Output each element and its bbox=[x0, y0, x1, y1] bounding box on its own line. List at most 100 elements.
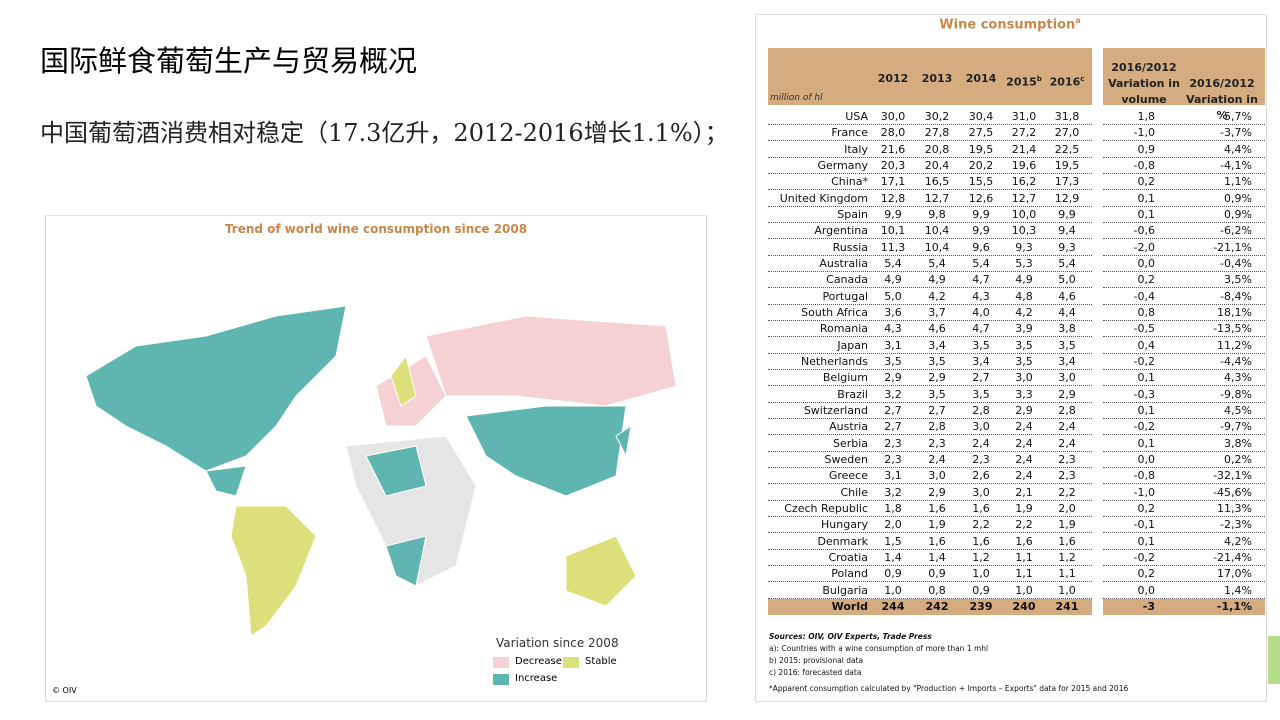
value-cell: 11,3 bbox=[880, 240, 906, 254]
slide-title: 国际鲜食葡萄生产与贸易概况 bbox=[40, 44, 418, 78]
row-line bbox=[768, 287, 1092, 289]
row-line bbox=[768, 336, 1092, 338]
legend-title: Variation since 2008 bbox=[496, 636, 619, 650]
value-cell: 9,3 bbox=[1015, 240, 1033, 254]
variation-cell: -1,1% bbox=[1216, 599, 1252, 613]
country: USA bbox=[845, 110, 868, 123]
row-line bbox=[768, 385, 1092, 387]
value-cell: 21,6 bbox=[880, 142, 906, 156]
variation-cell: 1,1% bbox=[1224, 175, 1252, 189]
row-line bbox=[1103, 434, 1265, 436]
country: Canada bbox=[826, 273, 868, 287]
column-header: 2013 bbox=[917, 72, 957, 86]
value-cell: 2,7 bbox=[884, 420, 902, 434]
column-year: 2014 bbox=[965, 72, 997, 85]
variation-cell: -8,4% bbox=[1220, 289, 1252, 303]
value-cell: 20,3 bbox=[880, 158, 906, 172]
country: Portugal bbox=[822, 289, 868, 303]
row-line bbox=[1103, 189, 1265, 191]
central-america bbox=[205, 465, 247, 497]
value-cell: 3,2 bbox=[884, 485, 902, 499]
value-cell: 9,9 bbox=[1058, 207, 1076, 221]
column-header: 2014 bbox=[961, 72, 1001, 86]
value-cell: 5,3 bbox=[1015, 256, 1033, 270]
value-cell: 12,6 bbox=[968, 191, 994, 205]
value-cell: 27,2 bbox=[1011, 126, 1037, 140]
row-line bbox=[768, 564, 1092, 566]
legend-swatch bbox=[563, 657, 579, 668]
value-cell: 3,4 bbox=[972, 354, 990, 368]
value-cell: 12,7 bbox=[1011, 191, 1037, 205]
value-cell: 9,8 bbox=[928, 207, 946, 221]
value-cell: 1,1 bbox=[1015, 550, 1033, 564]
value-cell: 4,4 bbox=[1058, 305, 1076, 319]
value-cell: 9,6 bbox=[972, 240, 990, 254]
value-cell: 2,7 bbox=[884, 403, 902, 417]
value-cell: 3,0 bbox=[1058, 371, 1076, 385]
variation-cell: 0,8 bbox=[1137, 305, 1156, 319]
value-cell: 20,4 bbox=[924, 158, 950, 172]
variation-cell: 0,2 bbox=[1137, 273, 1156, 287]
column-header: 2015b bbox=[1004, 72, 1044, 90]
variation-cell: -13,5% bbox=[1213, 322, 1252, 336]
value-cell: 19,5 bbox=[968, 142, 994, 156]
row-line bbox=[768, 189, 1092, 191]
variation-cell: 3,5% bbox=[1224, 273, 1252, 287]
row-line bbox=[768, 597, 1092, 599]
row-line bbox=[1103, 140, 1265, 142]
value-cell: 3,5 bbox=[1058, 338, 1076, 352]
value-cell: 2,1 bbox=[1015, 485, 1033, 499]
value-cell: 2,0 bbox=[884, 518, 902, 532]
row-line bbox=[768, 205, 1092, 207]
value-cell: 3,0 bbox=[972, 485, 990, 499]
value-cell: 1,0 bbox=[884, 583, 902, 597]
variation-cell: 0,1 bbox=[1137, 436, 1156, 450]
country: Czech Republic bbox=[784, 501, 868, 515]
value-cell: 2,7 bbox=[928, 403, 946, 417]
value-cell: 4,6 bbox=[928, 322, 946, 336]
australia bbox=[565, 535, 637, 607]
variation-cell: -0,6 bbox=[1133, 224, 1155, 238]
variation-cell: 1,4% bbox=[1224, 583, 1252, 597]
header-band bbox=[1103, 48, 1265, 105]
value-cell: 3,0 bbox=[928, 469, 946, 483]
row-line bbox=[768, 515, 1092, 517]
footnote: b) 2015: provisional data bbox=[769, 656, 864, 665]
country: Brazil bbox=[837, 387, 868, 401]
value-cell: 1,0 bbox=[1015, 583, 1033, 597]
country: Argentina bbox=[814, 224, 868, 238]
value-cell: 4,2 bbox=[928, 289, 946, 303]
country: Croatia bbox=[828, 550, 868, 564]
country: Poland bbox=[831, 567, 868, 581]
row-line bbox=[768, 401, 1092, 403]
map-title: Trend of world wine consumption since 20… bbox=[224, 222, 528, 236]
legend-swatch bbox=[493, 674, 509, 685]
value-cell: 3,7 bbox=[928, 305, 946, 319]
country: Italy bbox=[844, 142, 868, 156]
value-cell: 1,6 bbox=[1058, 534, 1076, 548]
country: Romania bbox=[819, 322, 868, 336]
variation-cell: 11,2% bbox=[1217, 338, 1252, 352]
value-cell: 2,0 bbox=[1058, 501, 1076, 515]
value-cell: 2,9 bbox=[1015, 403, 1033, 417]
value-cell: 239 bbox=[969, 599, 993, 613]
value-cell: 10,4 bbox=[924, 240, 950, 254]
row-line bbox=[768, 319, 1092, 321]
row-line bbox=[1103, 515, 1265, 517]
value-cell: 4,3 bbox=[884, 322, 902, 336]
row-line bbox=[768, 483, 1092, 485]
scandinavia bbox=[390, 354, 417, 407]
variation-cell: 0,2 bbox=[1137, 175, 1156, 189]
value-cell: 2,2 bbox=[972, 518, 990, 532]
row-line bbox=[1103, 336, 1265, 338]
row-line bbox=[768, 532, 1092, 534]
variation-cell: -2,3% bbox=[1220, 518, 1252, 532]
footnote-mark: a bbox=[1075, 16, 1081, 25]
variation-cell: 0,9% bbox=[1224, 191, 1252, 205]
row-line bbox=[768, 548, 1092, 550]
variation-cell: 0,1 bbox=[1137, 403, 1156, 417]
variation-cell: 11,3% bbox=[1217, 501, 1252, 515]
value-cell: 27,8 bbox=[924, 126, 950, 140]
row-line bbox=[768, 352, 1092, 354]
value-cell: 31,8 bbox=[1054, 110, 1080, 123]
